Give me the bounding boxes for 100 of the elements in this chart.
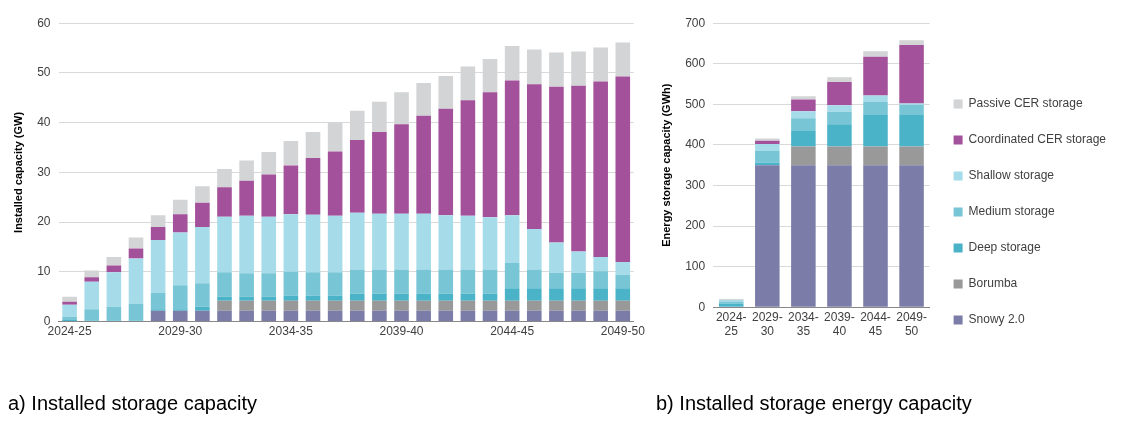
bar	[305, 300, 321, 311]
bar	[172, 285, 188, 310]
bar	[305, 295, 321, 301]
bar	[372, 310, 387, 322]
bar	[438, 269, 454, 294]
bar	[827, 165, 852, 307]
y-tick-label: 20	[37, 214, 51, 229]
bar	[549, 288, 564, 301]
bar	[106, 272, 122, 307]
bar	[283, 214, 299, 272]
bar	[150, 292, 166, 310]
bar	[755, 138, 780, 141]
bar	[128, 303, 144, 321]
bar	[504, 80, 520, 216]
bar	[827, 105, 852, 112]
bar	[261, 300, 277, 311]
bar	[217, 310, 232, 322]
bar	[62, 304, 77, 317]
legend-label: Shallow storage	[968, 168, 1055, 183]
bar	[482, 293, 498, 301]
bar	[571, 251, 586, 273]
bar	[195, 186, 210, 203]
y-tick-label: 100	[685, 258, 706, 273]
bar	[283, 300, 299, 311]
bar	[526, 288, 542, 301]
bar	[482, 92, 498, 218]
bar	[283, 295, 299, 301]
x-tick-label: 2039-40	[379, 324, 424, 339]
bar	[526, 310, 542, 322]
bar	[593, 271, 608, 289]
bar	[327, 300, 343, 311]
bar	[482, 217, 498, 270]
bar	[549, 242, 564, 273]
bar	[899, 114, 924, 147]
bar	[195, 202, 210, 228]
bar	[438, 108, 454, 216]
bar	[438, 293, 454, 301]
bar	[791, 96, 816, 100]
bar	[349, 140, 365, 213]
y-tick-label: 10	[37, 264, 51, 279]
bar	[217, 296, 232, 301]
bar	[863, 101, 888, 115]
bar	[526, 84, 542, 230]
x-tick-label: 2024-25	[715, 309, 747, 339]
bar	[526, 229, 542, 270]
bar	[593, 288, 608, 301]
bar	[571, 272, 586, 289]
x-tick-label: 2044-45	[860, 309, 891, 339]
bar	[438, 310, 454, 322]
bar	[460, 293, 476, 301]
bar	[305, 310, 321, 322]
y-axis-title: Energy storage capacity (GWh)	[659, 83, 672, 247]
x-tick-label: 2029-30	[751, 309, 783, 339]
bar	[305, 214, 321, 273]
text: b) Installed storage energy capacity	[656, 391, 972, 414]
bar	[172, 232, 188, 286]
bar	[128, 248, 144, 259]
bar	[217, 216, 232, 273]
bar	[106, 256, 122, 266]
bar	[84, 281, 100, 310]
bar	[863, 51, 888, 57]
bar	[615, 310, 631, 322]
bar	[593, 81, 608, 257]
bar	[106, 265, 122, 273]
bar	[526, 300, 542, 311]
bar	[195, 283, 210, 307]
bar	[460, 269, 476, 294]
bar	[195, 227, 210, 284]
bar	[863, 165, 888, 307]
bar	[615, 288, 631, 301]
bar	[504, 215, 520, 263]
bar	[106, 306, 122, 321]
bar	[571, 85, 586, 252]
bar	[283, 141, 299, 166]
legend-label: Coordinated CER storage	[968, 132, 1107, 147]
bar	[460, 310, 476, 322]
bar	[416, 82, 431, 116]
x-tick-label: 2034-35	[268, 324, 314, 339]
bar	[217, 300, 232, 311]
bar	[482, 310, 498, 322]
bar	[150, 310, 166, 322]
bar	[791, 99, 816, 112]
bar	[62, 296, 77, 302]
bar	[791, 131, 816, 147]
bar	[899, 165, 924, 307]
bar	[261, 296, 277, 301]
bar	[239, 296, 254, 301]
bar	[84, 277, 100, 282]
bar	[571, 310, 586, 322]
bar	[571, 288, 586, 301]
bar	[349, 310, 365, 322]
y-tick-label: 40	[37, 114, 51, 129]
bar	[791, 118, 816, 132]
bar	[150, 240, 166, 293]
bar	[372, 300, 387, 311]
y-tick-label: 400	[685, 137, 706, 152]
bar	[327, 310, 343, 322]
bar	[438, 300, 454, 311]
bar	[394, 293, 409, 301]
bar	[416, 115, 431, 214]
